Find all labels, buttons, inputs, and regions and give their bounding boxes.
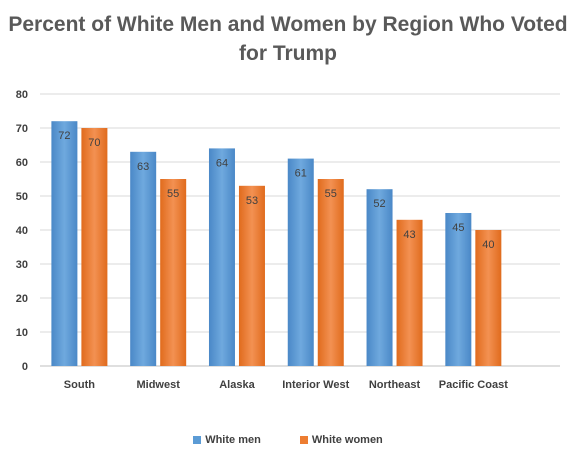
bar-white-men	[366, 189, 393, 366]
legend-item-white-women: White women	[299, 434, 383, 446]
legend-swatch-white-men	[193, 436, 202, 445]
category-label: Midwest	[136, 379, 180, 391]
bar-white-women	[317, 179, 344, 366]
category-label: Northeast	[369, 379, 421, 391]
legend-label-white-men: White men	[205, 434, 261, 446]
data-label: 40	[482, 239, 494, 251]
chart-title-line-1: Percent of White Men and Women by Region…	[8, 13, 568, 36]
legend-item-white-men: White men	[193, 434, 261, 446]
bar-white-men	[445, 213, 472, 366]
bar-white-women	[81, 128, 108, 366]
category-label: Pacific Coast	[439, 379, 508, 391]
y-tick-label: 70	[16, 123, 28, 135]
data-label: 45	[452, 222, 464, 234]
bar-white-women	[475, 230, 502, 366]
data-label: 63	[137, 161, 149, 173]
y-tick-label: 40	[16, 225, 28, 237]
data-label: 70	[88, 137, 100, 149]
data-labels: 72 70 63 55 64 53 61 55 52 43 45 40	[58, 130, 494, 251]
chart-title: Percent of White Men and Women by Region…	[0, 10, 576, 68]
bar-white-women	[160, 179, 187, 366]
bar-white-women	[238, 185, 265, 366]
legend-label-white-women: White women	[311, 434, 383, 446]
legend-swatch-white-women	[299, 436, 308, 445]
bars	[51, 121, 502, 366]
data-label: 55	[167, 188, 179, 200]
category-label: Alaska	[219, 379, 255, 391]
data-label: 52	[373, 198, 385, 210]
y-tick-label: 60	[16, 157, 28, 169]
bar-white-men	[130, 151, 157, 366]
legend: White men White women	[0, 434, 576, 446]
data-label: 43	[403, 229, 415, 241]
bar-white-men	[287, 158, 314, 366]
y-tick-label: 50	[16, 191, 28, 203]
category-labels: South Midwest Alaska Interior West Northeast…	[64, 379, 508, 391]
y-tick-label: 80	[16, 89, 28, 101]
y-axis-ticks: 0 10 20 30 40 50 60 70 80	[16, 89, 28, 373]
data-label: 53	[246, 195, 258, 207]
data-label: 72	[58, 130, 70, 142]
chart-title-line-2: for Trump	[239, 42, 337, 65]
bar-white-women	[396, 219, 423, 366]
bar-white-men	[208, 148, 235, 366]
bar-white-men	[51, 121, 78, 366]
data-label: 61	[295, 168, 307, 180]
y-tick-label: 10	[16, 327, 28, 339]
y-tick-label: 20	[16, 293, 28, 305]
category-label: South	[64, 379, 95, 391]
data-label: 55	[325, 188, 337, 200]
y-tick-label: 0	[22, 361, 28, 373]
data-label: 64	[216, 157, 228, 169]
category-label: Interior West	[282, 379, 349, 391]
y-tick-label: 30	[16, 259, 28, 271]
